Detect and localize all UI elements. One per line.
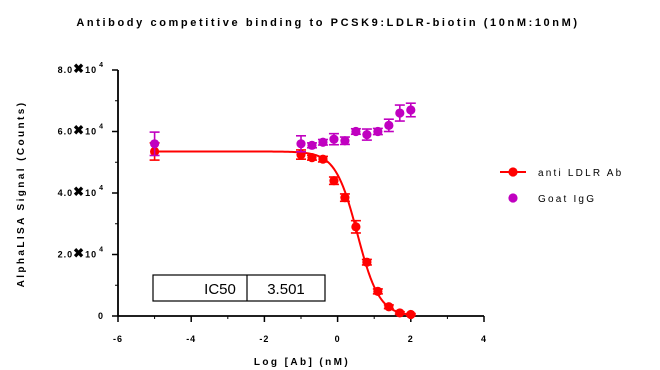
y-tick-label: 8.0✖10 4 [58,61,104,76]
y-tick-label: 0 [98,311,104,321]
x-tick-label: 4 [481,334,487,344]
data-point [351,222,361,232]
y-axis-label: AlphaLISA Signal (Counts) [16,101,27,288]
data-point [351,126,361,137]
data-point [362,257,372,267]
legend-marker [508,167,518,177]
plot-area: -6 -4 -2 0 2 4 0 2.0✖10 4 4.0✖10 4 6.0✖10 4 8.0✖10 4 [58,61,487,344]
legend-marker [508,193,518,203]
data-point [318,137,328,147]
legend-label: Goat IgG [538,194,596,205]
data-point [395,308,405,318]
ic50-value: 3.501 [267,281,305,298]
series-goat-igg [149,102,416,157]
x-axis-label: Log [Ab] (nM) [254,357,350,368]
data-point [406,105,416,115]
data-point [329,176,339,186]
ic50-table-border [152,274,326,302]
y-tick-label: 4.0✖10 4 [58,184,104,199]
x-tick-label: -6 [113,334,123,344]
fit-curve [154,150,411,316]
data-point [384,302,394,312]
data-point [296,139,306,149]
data-point [373,126,383,137]
data-point [150,139,160,149]
data-point [373,286,383,296]
x-tick-label: 0 [335,334,341,344]
data-point [362,129,372,140]
x-tick-label: 2 [408,334,414,344]
x-tick-label: -2 [259,334,269,344]
data-point [384,120,394,130]
x-tick-label: -4 [186,334,196,344]
legend-label: anti LDLR Ab [538,168,623,179]
data-point [340,136,350,146]
data-point [395,108,405,118]
data-point [406,309,416,320]
chart-title: Antibody competitive binding to PCSK9:LD… [76,17,579,29]
legend: anti LDLR Ab Goat IgG [500,167,623,205]
y-tick-label: 2.0✖10 4 [58,246,104,261]
ic50-table: IC50 3.501 [152,274,326,302]
data-point [318,154,328,164]
data-point [307,140,317,150]
data-point [329,134,339,144]
data-point [307,153,317,163]
y-tick-label: 6.0✖10 4 [58,123,104,138]
data-point [340,193,350,203]
ic50-label: IC50 [204,281,236,298]
